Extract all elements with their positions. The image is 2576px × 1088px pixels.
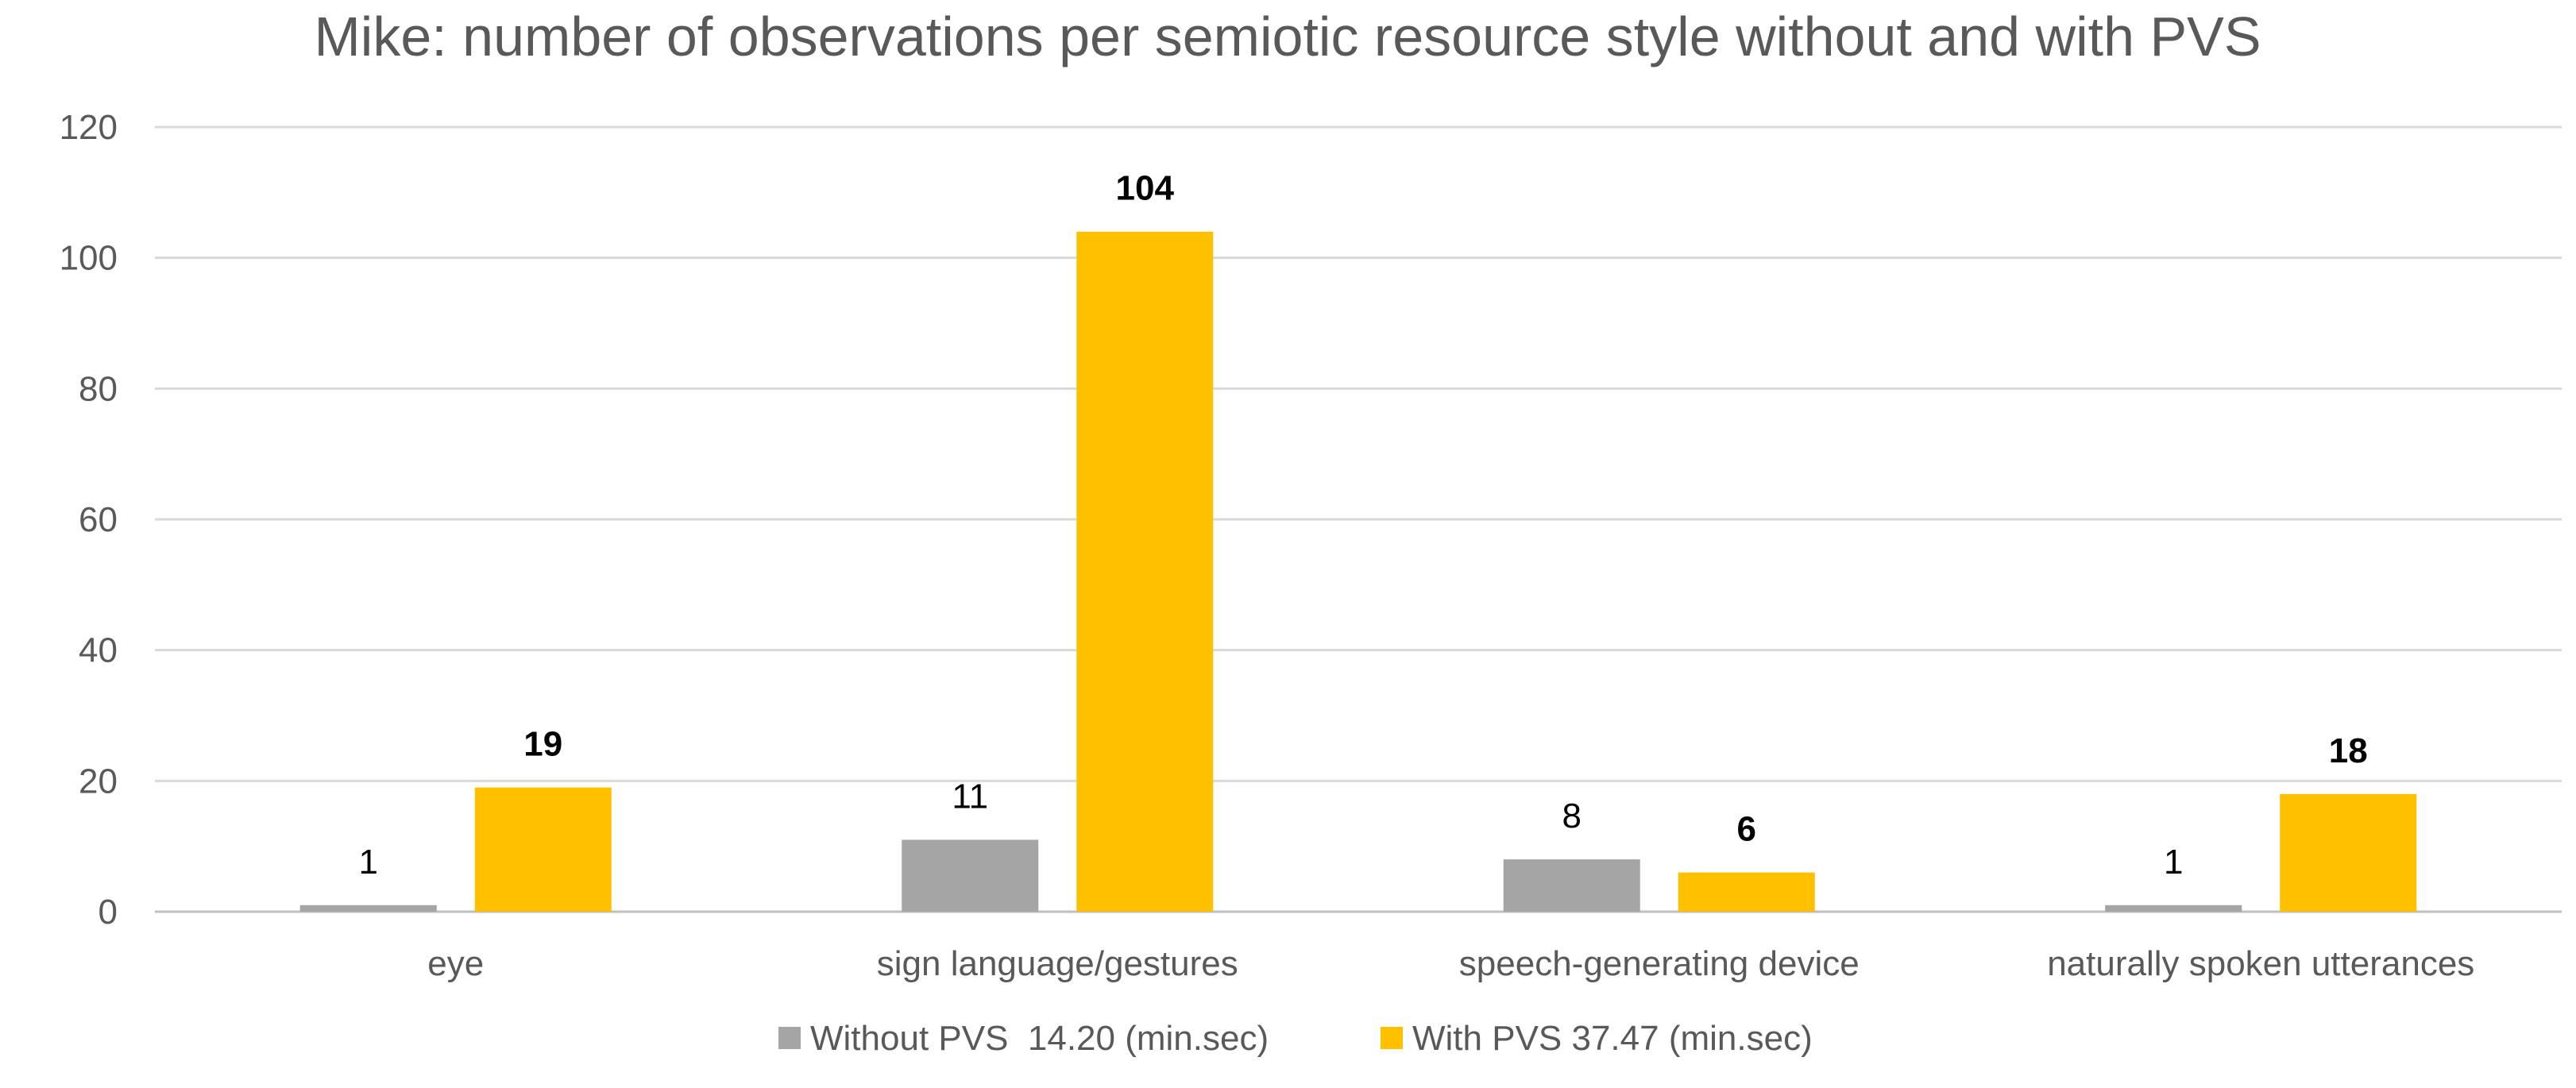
y-tick-label: 0 [98,893,118,932]
data-label: 8 [1562,797,1582,835]
category-label: speech-generating device [1459,944,1860,983]
category-label: naturally spoken utterances [2047,944,2474,983]
y-tick-label: 120 [60,108,118,147]
data-label: 1 [2164,843,2183,882]
y-axis-ticks: 0 20 40 60 80 100 120 [60,108,118,932]
data-label: 1 [359,843,378,882]
data-label: 18 [2329,731,2368,770]
data-labels: 1 19 11 104 8 6 1 18 [359,169,2368,882]
y-tick-label: 20 [79,762,118,801]
bar-with-pvs-2 [1678,872,1815,912]
legend-label-with-pvs: With PVS 37.47 (min.sec) [1412,1019,1813,1058]
bar-with-pvs-1 [1076,231,1214,912]
gridlines [155,125,2562,913]
x-axis-categories: eye sign language/gestures speech-generati… [427,944,2474,983]
bars [299,231,2417,912]
y-tick-label: 100 [60,239,118,278]
bar-with-pvs-0 [474,787,612,912]
bar-without-pvs-0 [299,905,437,912]
category-label: sign language/gestures [877,944,1238,983]
legend-swatch-with-pvs [1381,1027,1403,1049]
legend: Without PVS 14.20 (min.sec) With PVS 37.4… [778,1019,1813,1058]
data-label: 104 [1116,169,1175,208]
y-tick-label: 40 [79,631,118,670]
y-tick-label: 80 [79,369,118,408]
chart-title: Mike: number of observations per semioti… [314,6,2261,68]
bar-without-pvs-1 [902,839,1039,912]
legend-swatch-without-pvs [778,1027,801,1049]
bar-without-pvs-3 [2105,905,2242,912]
data-label: 6 [1737,810,1756,849]
data-label: 19 [523,725,562,764]
bar-without-pvs-2 [1503,859,1640,912]
legend-label-without-pvs: Without PVS 14.20 (min.sec) [810,1019,1269,1058]
category-label: eye [427,944,484,983]
data-label: 11 [952,777,988,816]
y-tick-label: 60 [79,500,118,539]
bar-with-pvs-3 [2280,793,2417,912]
